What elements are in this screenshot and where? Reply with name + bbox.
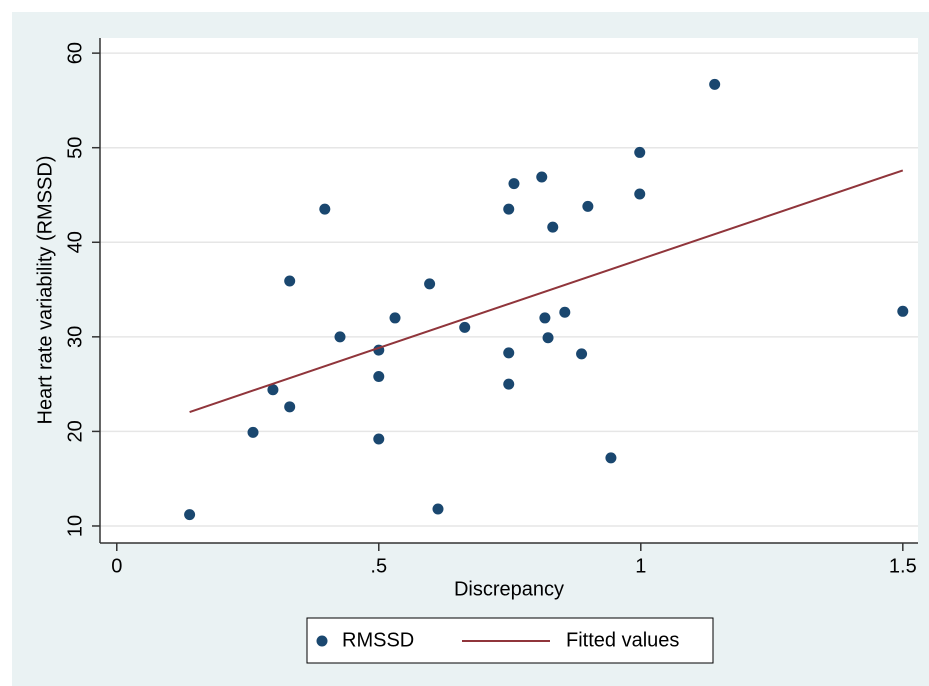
point	[284, 401, 296, 413]
point	[373, 433, 385, 445]
y-tick-label: 60	[64, 42, 86, 64]
legend-box	[306, 617, 714, 664]
y-tick-label: 10	[64, 515, 86, 537]
point	[459, 321, 471, 333]
plot-region	[100, 38, 918, 543]
point	[634, 146, 646, 158]
point	[432, 503, 444, 515]
point	[539, 312, 551, 324]
y-tick-label: 30	[64, 326, 86, 348]
point	[373, 371, 385, 383]
y-tick-label: 20	[64, 420, 86, 442]
x-tick-label: 1	[635, 555, 646, 577]
point	[389, 312, 401, 324]
point	[605, 452, 617, 464]
point	[582, 200, 594, 212]
point	[184, 509, 196, 521]
point	[634, 188, 646, 200]
point	[508, 178, 520, 190]
point	[897, 305, 909, 317]
y-axis-label: Heart rate variability (RMSSD)	[34, 156, 56, 425]
point	[424, 278, 436, 290]
x-axis-label: Discrepancy	[454, 578, 564, 600]
point	[503, 347, 515, 359]
point	[334, 331, 346, 343]
x-tick-label: 1.5	[889, 555, 917, 577]
fit-line	[189, 169, 904, 413]
y-tick-label: 50	[64, 137, 86, 159]
y-tick-label: 40	[64, 231, 86, 253]
point	[547, 221, 559, 233]
legend-label: Fitted values	[566, 629, 679, 651]
x-tick-label: .5	[370, 555, 387, 577]
point	[576, 348, 588, 360]
point	[503, 378, 515, 390]
point	[267, 384, 279, 396]
x-tick-label: 0	[111, 555, 122, 577]
point	[284, 275, 296, 287]
legend-symbol	[316, 635, 328, 647]
point	[559, 306, 571, 318]
legend-label: RMSSD	[342, 629, 414, 651]
point	[709, 78, 721, 90]
point	[536, 171, 548, 183]
point	[247, 426, 259, 438]
point	[503, 203, 515, 215]
point	[319, 203, 331, 215]
point	[542, 332, 554, 344]
